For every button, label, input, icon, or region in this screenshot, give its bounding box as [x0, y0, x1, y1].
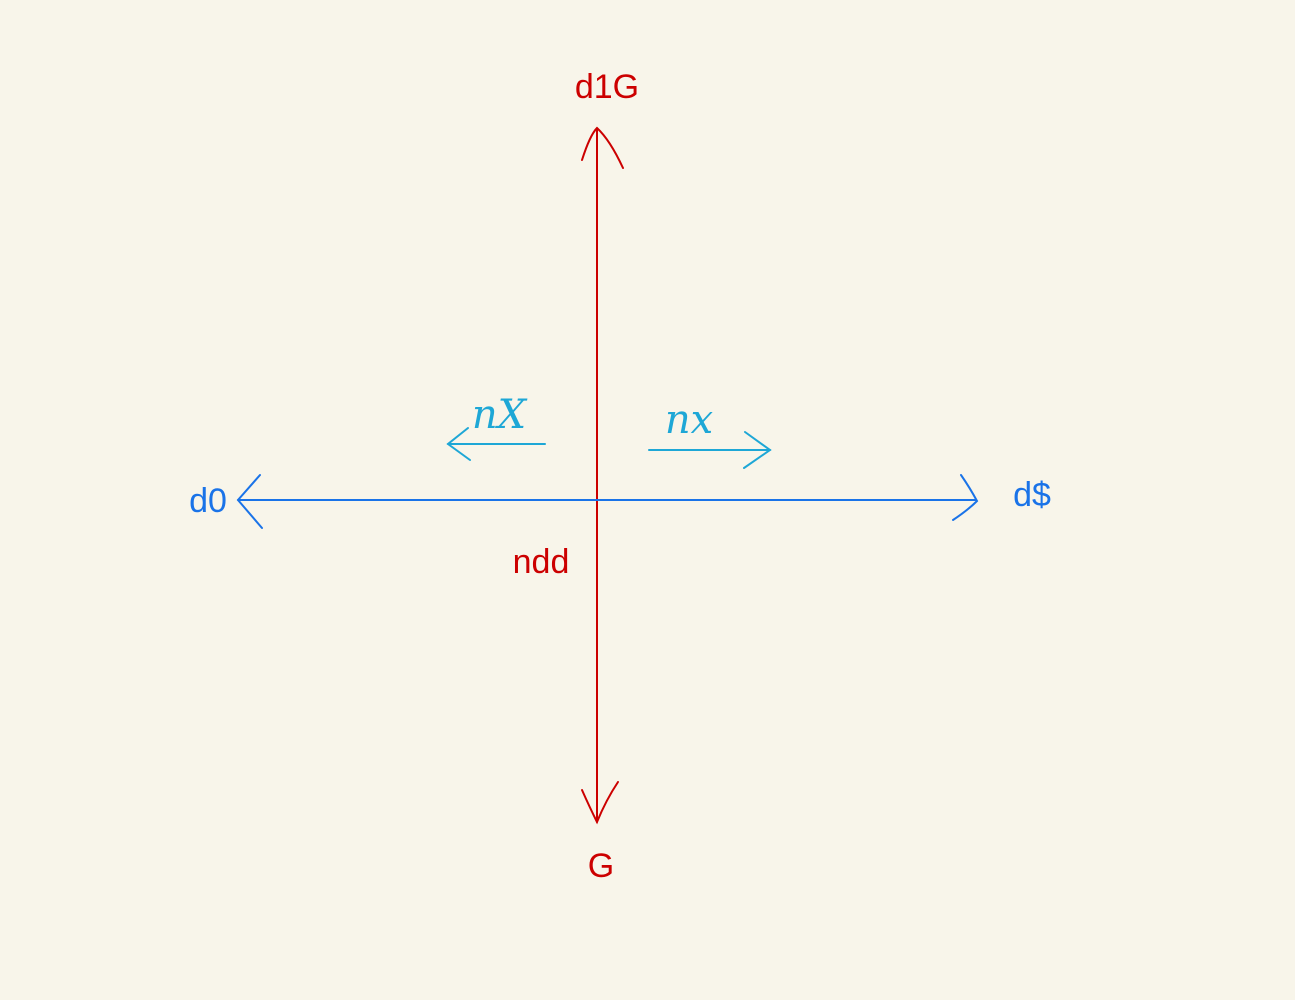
- label-top: d1G: [575, 68, 639, 106]
- right-direction-arrowhead: [743, 431, 772, 469]
- label-left-arrow: nX: [472, 392, 528, 438]
- label-origin: ndd: [513, 543, 570, 581]
- label-bottom: G: [588, 847, 614, 885]
- label-left: d0: [189, 482, 227, 520]
- arrowhead-right: [952, 474, 979, 521]
- vertical-axis: [581, 126, 624, 825]
- label-right: d$: [1013, 476, 1051, 514]
- left-direction-arrowhead: [446, 427, 471, 461]
- arrowhead-up: [581, 126, 624, 169]
- arrowhead-down: [581, 781, 619, 825]
- horizontal-axis: [236, 474, 979, 529]
- direction-arrows: [446, 427, 772, 469]
- label-right-arrow: nx: [665, 397, 713, 443]
- arrowhead-left: [236, 474, 263, 529]
